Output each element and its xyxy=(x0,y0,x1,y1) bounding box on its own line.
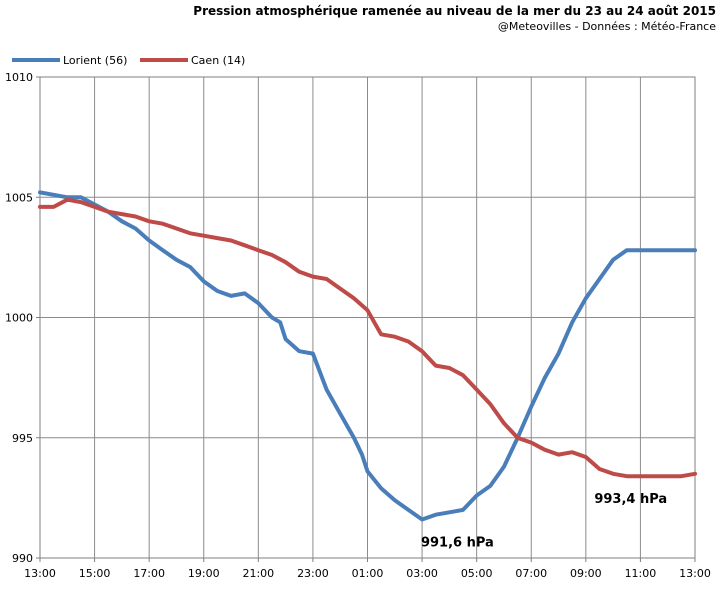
annotation-label: 993,4 hPa xyxy=(594,492,667,507)
annotations: 991,6 hPa 993,4 hPa xyxy=(421,492,667,550)
series-layer xyxy=(38,190,697,522)
x-tick-label: 05:00 xyxy=(461,567,493,580)
series-line-caen-14 xyxy=(38,197,697,479)
annotation-label: 991,6 hPa xyxy=(421,536,494,551)
x-tick-label: 13:00 xyxy=(24,567,56,580)
x-tick-label: 13:00 xyxy=(679,567,711,580)
x-tick-label: 11:00 xyxy=(625,567,657,580)
chart-subtitle: @Meteovilles - Données : Météo-France xyxy=(497,20,716,33)
y-tick-label: 1010 xyxy=(5,71,33,84)
x-tick-label: 01:00 xyxy=(352,567,384,580)
x-tick-label: 19:00 xyxy=(188,567,220,580)
legend-label: Lorient (56) xyxy=(63,54,127,67)
x-tick-label: 23:00 xyxy=(297,567,329,580)
y-tick-label: 995 xyxy=(12,432,33,445)
legend: Lorient (56) Caen (14) xyxy=(12,54,245,67)
y-tick-label: 1005 xyxy=(5,191,33,204)
y-tick-label: 1000 xyxy=(5,312,33,325)
x-tick-label: 07:00 xyxy=(515,567,547,580)
series-line-lorient-56 xyxy=(38,190,697,522)
x-tick-label: 15:00 xyxy=(79,567,111,580)
x-tick-label: 21:00 xyxy=(242,567,274,580)
chart-title: Pression atmosphérique ramenée au niveau… xyxy=(193,4,716,18)
legend-label: Caen (14) xyxy=(191,54,245,67)
axes: 13:00 15:00 17:00 19:00 21:00 23:00 01:00 03:00… xyxy=(5,71,711,580)
x-tick-label: 09:00 xyxy=(570,567,602,580)
x-tick-label: 17:00 xyxy=(133,567,165,580)
grid xyxy=(39,76,696,559)
x-tick-label: 03:00 xyxy=(406,567,438,580)
y-tick-label: 990 xyxy=(12,552,33,565)
